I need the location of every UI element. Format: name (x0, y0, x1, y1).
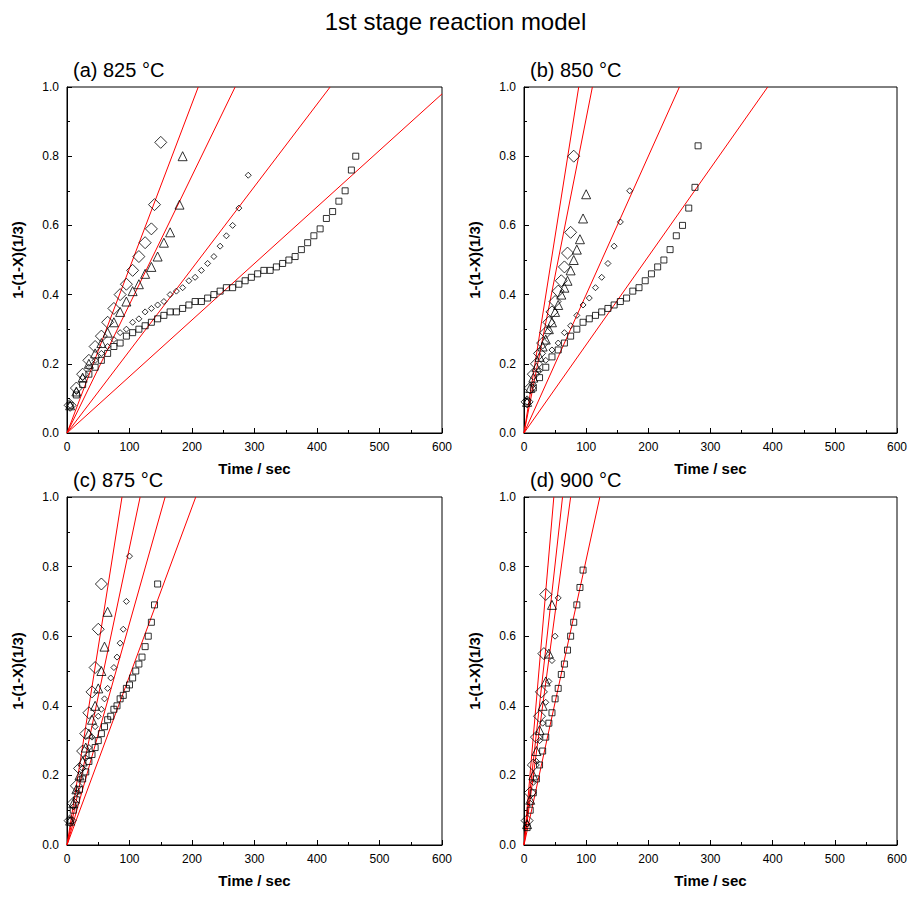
svg-text:0.0: 0.0 (499, 838, 516, 852)
svg-text:0.6: 0.6 (42, 629, 59, 643)
svg-text:1.0: 1.0 (42, 80, 59, 94)
svg-text:1.0: 1.0 (499, 80, 516, 94)
svg-text:0.4: 0.4 (42, 699, 59, 713)
svg-text:(c) 875 °C: (c) 875 °C (73, 469, 163, 491)
svg-text:1.0: 1.0 (42, 490, 59, 504)
svg-text:500: 500 (369, 440, 389, 454)
svg-text:300: 300 (700, 440, 720, 454)
svg-text:0.0: 0.0 (499, 426, 516, 440)
svg-text:0: 0 (64, 440, 71, 454)
svg-text:300: 300 (700, 852, 720, 866)
svg-text:1.0: 1.0 (499, 490, 516, 504)
svg-text:400: 400 (763, 440, 783, 454)
svg-text:500: 500 (825, 852, 845, 866)
svg-text:500: 500 (369, 852, 389, 866)
svg-text:0.8: 0.8 (42, 149, 59, 163)
svg-text:0.6: 0.6 (42, 218, 59, 232)
svg-text:Time / sec: Time / sec (674, 872, 746, 889)
svg-text:0.4: 0.4 (499, 288, 516, 302)
svg-text:0.2: 0.2 (499, 357, 516, 371)
svg-text:0.8: 0.8 (42, 560, 59, 574)
svg-text:Time / sec: Time / sec (218, 460, 290, 477)
svg-text:0.2: 0.2 (499, 768, 516, 782)
svg-text:Time / sec: Time / sec (218, 872, 290, 889)
svg-text:100: 100 (576, 440, 596, 454)
svg-text:400: 400 (763, 852, 783, 866)
svg-text:600: 600 (887, 852, 907, 866)
svg-text:600: 600 (432, 440, 452, 454)
svg-text:0.0: 0.0 (42, 426, 59, 440)
svg-text:1st stage reaction model: 1st stage reaction model (325, 8, 586, 35)
svg-text:1-(1-X)(1/3): 1-(1-X)(1/3) (466, 221, 483, 299)
svg-text:0: 0 (521, 440, 528, 454)
svg-text:(b) 850 °C: (b) 850 °C (530, 59, 621, 81)
svg-text:200: 200 (182, 440, 202, 454)
svg-text:200: 200 (182, 852, 202, 866)
svg-text:0.2: 0.2 (42, 768, 59, 782)
svg-text:0: 0 (64, 852, 71, 866)
svg-text:1-(1-X)(1/3): 1-(1-X)(1/3) (466, 632, 483, 710)
svg-text:100: 100 (576, 852, 596, 866)
svg-text:0.4: 0.4 (42, 288, 59, 302)
svg-text:400: 400 (307, 440, 327, 454)
svg-text:(d) 900 °C: (d) 900 °C (530, 469, 621, 491)
svg-text:300: 300 (244, 852, 264, 866)
svg-text:0.2: 0.2 (42, 357, 59, 371)
svg-text:1-(1-X)(1/3): 1-(1-X)(1/3) (9, 632, 26, 710)
svg-text:600: 600 (432, 852, 452, 866)
svg-text:600: 600 (887, 440, 907, 454)
svg-text:0.6: 0.6 (499, 629, 516, 643)
svg-text:0.6: 0.6 (499, 218, 516, 232)
svg-text:1-(1-X)(1/3): 1-(1-X)(1/3) (9, 221, 26, 299)
svg-text:200: 200 (638, 852, 658, 866)
svg-text:100: 100 (119, 440, 139, 454)
svg-text:0: 0 (521, 852, 528, 866)
svg-text:200: 200 (638, 440, 658, 454)
svg-text:500: 500 (825, 440, 845, 454)
svg-text:0.8: 0.8 (499, 149, 516, 163)
svg-text:0.8: 0.8 (499, 560, 516, 574)
svg-text:0.0: 0.0 (42, 838, 59, 852)
svg-text:0.4: 0.4 (499, 699, 516, 713)
svg-text:100: 100 (119, 852, 139, 866)
svg-text:400: 400 (307, 852, 327, 866)
svg-text:300: 300 (244, 440, 264, 454)
svg-text:Time / sec: Time / sec (674, 460, 746, 477)
svg-text:(a) 825 °C: (a) 825 °C (73, 59, 164, 81)
